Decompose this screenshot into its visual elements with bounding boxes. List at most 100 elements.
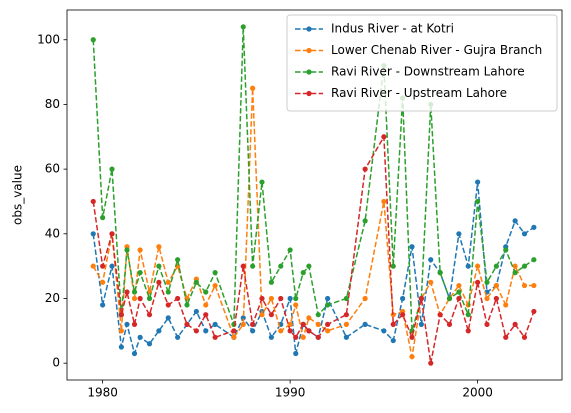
data-point [315,321,321,327]
data-point [465,328,471,334]
data-point [503,302,509,308]
data-point [437,312,443,318]
data-point [484,295,490,302]
data-point [400,295,406,302]
data-point [475,263,481,269]
data-point [456,289,462,295]
data-point [306,315,312,321]
y-tick-label: 0 [52,356,60,370]
data-point [193,308,199,315]
data-point [484,321,490,327]
data-point [156,244,162,250]
data-point [409,334,415,340]
data-point [90,231,96,237]
data-point [268,312,274,318]
data-point [146,312,153,318]
data-point [325,302,331,308]
data-point [156,328,162,334]
data-point [212,334,218,340]
data-point [287,295,293,302]
data-point [418,295,424,302]
y-tick-label: 20 [45,291,60,305]
data-point [521,231,528,237]
data-point [203,328,209,334]
legend-marker [306,90,312,97]
data-point [456,231,462,237]
y-axis-label: obs_value [11,165,25,225]
data-point [146,295,153,302]
data-point [212,282,218,289]
data-point [250,263,256,269]
data-point [293,334,299,340]
data-point [278,295,284,302]
data-point [428,360,434,366]
data-point [287,328,293,334]
data-point [184,321,190,327]
data-point [131,289,138,295]
data-point [437,270,443,276]
series-line [92,134,535,364]
data-point [362,166,368,172]
data-point [287,247,293,253]
data-point [343,334,349,340]
data-point [493,282,499,289]
data-point [390,263,396,269]
data-point [137,295,143,302]
data-point [203,289,209,295]
data-point [278,263,284,269]
legend-marker [306,47,312,54]
data-point [124,247,130,253]
data-point [287,321,293,327]
data-point [109,166,115,172]
data-point [137,270,143,276]
data-point [465,302,471,308]
data-point [100,302,106,308]
data-point [156,263,162,269]
data-point [512,321,518,327]
data-point [259,312,265,318]
data-point [531,308,537,315]
data-point [109,263,115,269]
data-point [390,321,396,327]
data-point [456,295,462,302]
data-point [231,328,237,334]
series-line [92,26,535,332]
data-point [381,328,387,334]
data-point [131,321,138,327]
axes-frame [66,9,563,381]
legend-label: Ravi River - Downstream Lahore [331,65,525,79]
data-point [165,302,171,308]
data-point [240,263,246,269]
data-point [521,263,528,269]
data-point [203,312,209,318]
data-point [300,321,306,327]
data-point [418,321,424,327]
data-point [146,341,153,347]
data-point [175,257,181,263]
data-point [124,289,130,295]
data-point [203,302,209,308]
data-point [165,279,171,285]
data-point [137,247,143,253]
data-point [100,279,106,285]
data-point [400,312,406,318]
data-point [390,337,396,344]
data-point [90,37,96,43]
data-point [362,295,368,302]
legend-box [286,14,558,112]
data-point [531,257,537,263]
y-tick-label: 60 [45,162,60,176]
data-point [484,279,490,285]
data-point [512,218,518,224]
data-point [90,263,96,269]
data-point [306,328,312,334]
legend-marker [306,26,312,32]
data-point [306,263,312,269]
data-point [250,321,256,327]
data-point [109,231,115,237]
data-point [293,295,299,302]
data-point [300,334,306,340]
data-point [475,179,481,185]
